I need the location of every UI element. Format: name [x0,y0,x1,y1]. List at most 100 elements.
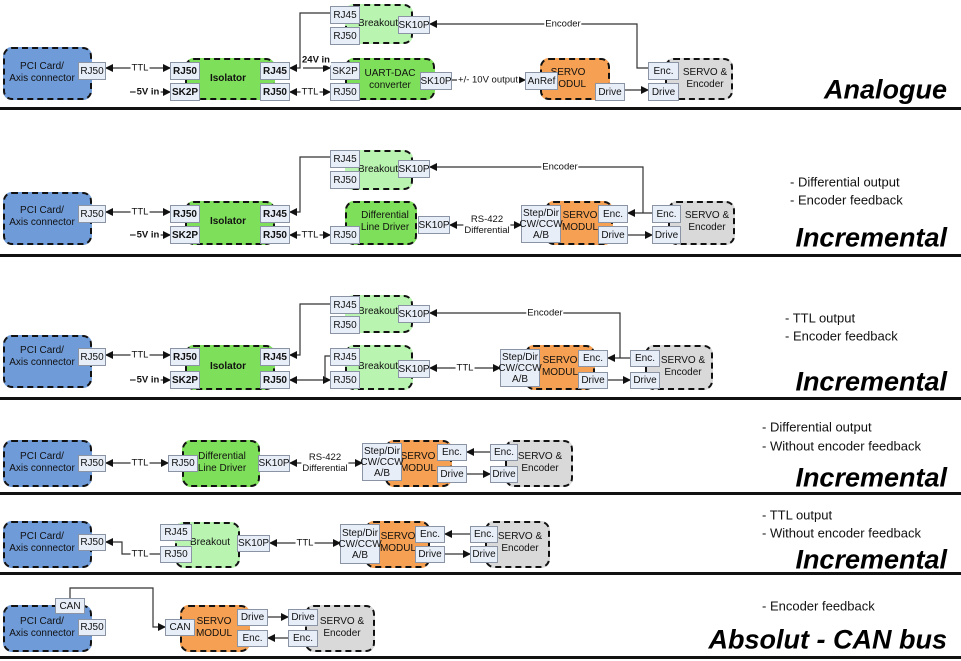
port-connector[interactable]: Enc. [237,630,268,647]
port-connector[interactable]: RJ50 [78,62,106,80]
block-label: SERVO MODUL [541,355,579,378]
port-connector[interactable]: RJ50 [170,205,200,223]
port-connector[interactable]: RJ50 [170,62,200,80]
pci-card-block[interactable] [3,521,92,568]
port-connector[interactable]: Drive [415,546,445,563]
block-label: PCI Card/ Axis connector [9,451,75,474]
port-connector[interactable]: RJ50 [78,205,106,223]
port-connector[interactable]: Drive [595,83,625,101]
port-connector[interactable]: CAN [55,598,85,614]
port-connector[interactable]: RJ50 [160,546,192,563]
port-connector[interactable]: SK2P [170,226,200,244]
port-connector[interactable]: RJ45 [260,348,290,366]
port-connector[interactable]: Enc. [437,444,467,461]
port-connector[interactable]: RJ50 [330,226,360,244]
port-connector[interactable]: Drive [237,609,268,626]
port-connector[interactable]: SK2P [330,62,360,80]
port-connector[interactable]: RJ50 [330,27,360,45]
block-label: Differential Line Driver [360,210,410,233]
port-connector[interactable]: Drive [470,546,498,563]
port-connector[interactable]: SK10P [418,216,450,234]
block-label: SERVO & Encoder [497,531,543,554]
port-connector[interactable]: RJ45 [160,524,192,541]
port-connector[interactable]: RJ50 [330,371,360,389]
port-connector[interactable]: Drive [437,466,467,483]
block-label: SERVO & Encoder [517,451,563,474]
port-connector[interactable]: SK10P [258,455,290,472]
port-connector[interactable]: Drive [598,226,628,244]
section-divider [0,397,961,400]
port-connector[interactable]: Step/Dir CW/CCW A/B [338,524,382,564]
block-label: PCI Card/ Axis connector [9,61,75,84]
port-connector[interactable]: Step/Dir CW/CCW A/B [498,349,542,387]
port-connector[interactable]: RJ50 [168,455,198,472]
port-connector[interactable]: RJ50 [78,348,106,366]
port-connector[interactable]: RJ45 [330,150,360,168]
port-connector[interactable]: Enc. [652,205,681,223]
wire-label: TTL [130,206,150,218]
section-title: Incremental [795,544,947,575]
block-label: Isolator [209,361,247,372]
wire-label: +/- 10V output [457,74,519,86]
connection-line [289,12,330,72]
block-label: SERVO MODUL [379,531,417,554]
port-connector[interactable]: SK10P [420,72,452,90]
section-title: Absolut - CAN bus [708,624,947,655]
port-connector[interactable]: Drive [288,609,318,626]
port-connector[interactable]: SK10P [398,360,430,378]
port-connector[interactable]: Enc. [470,526,498,543]
block-label: PCI Card/ Axis connector [9,616,75,639]
feature-note: - Differential output [790,174,900,190]
port-connector[interactable]: RJ45 [330,348,360,366]
port-connector[interactable]: RJ45 [330,6,360,24]
port-connector[interactable]: RJ50 [330,171,360,189]
port-connector[interactable]: RJ50 [170,348,200,366]
connection-line [289,156,330,216]
feature-note: - Encoder feedback [790,192,903,208]
port-connector[interactable]: RJ50 [78,455,106,472]
block-label: SERVO & Encoder [682,67,728,90]
port-connector[interactable]: Step/Dir CW/CCW A/B [519,205,563,243]
wire-label: 5V in [135,374,161,386]
pci-card-block[interactable] [3,192,92,245]
connection-line [289,303,330,359]
port-connector[interactable]: Drive [630,372,660,389]
port-connector[interactable]: SK10P [398,305,430,323]
port-connector[interactable]: RJ50 [260,83,290,101]
port-connector[interactable]: SK2P [170,83,200,101]
port-connector[interactable]: Enc. [490,444,518,461]
port-connector[interactable]: RJ50 [330,316,360,334]
port-connector[interactable]: Enc. [648,62,679,80]
port-connector[interactable]: CAN [165,619,195,636]
block-label: SERVO MODUL [561,210,599,233]
pci-card-block[interactable] [3,47,92,100]
port-connector[interactable]: RJ50 [260,371,290,389]
wire-label: Encoder [526,307,564,319]
port-connector[interactable]: Drive [652,226,681,244]
port-connector[interactable]: Enc. [630,350,660,367]
port-connector[interactable]: AnRef [525,72,558,90]
port-connector[interactable]: SK10P [398,16,430,34]
port-connector[interactable]: RJ50 [260,226,290,244]
section-divider [0,656,961,659]
port-connector[interactable]: Drive [490,466,518,483]
port-connector[interactable]: Enc. [578,350,608,367]
port-connector[interactable]: Drive [648,83,679,101]
port-connector[interactable]: RJ50 [78,534,106,551]
port-connector[interactable]: Enc. [415,526,445,543]
wire-label: RS-422 Differential [301,452,349,474]
port-connector[interactable]: Step/Dir CW/CCW A/B [360,443,404,481]
port-connector[interactable]: Enc. [288,630,318,647]
port-connector[interactable]: Enc. [598,205,628,223]
wire-label: 5V in [135,86,161,98]
pci-card-block[interactable] [3,440,92,487]
port-connector[interactable]: RJ50 [330,83,360,101]
port-connector[interactable]: SK10P [237,535,270,552]
port-connector[interactable]: Drive [578,372,608,389]
port-connector[interactable]: RJ45 [330,296,360,314]
port-connector[interactable]: RJ50 [78,619,106,636]
port-connector[interactable]: SK10P [398,160,430,178]
port-connector[interactable]: SK2P [170,371,200,389]
port-connector[interactable]: RJ45 [260,62,290,80]
port-connector[interactable]: RJ45 [260,205,290,223]
